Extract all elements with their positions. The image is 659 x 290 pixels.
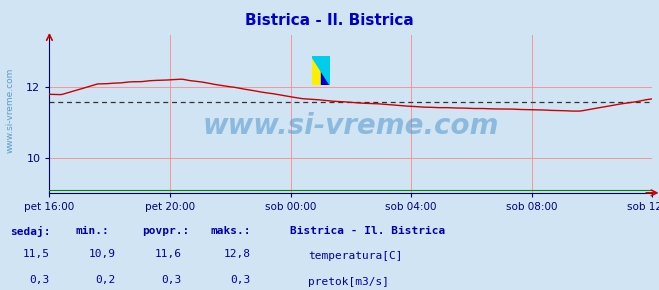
Text: 11,6: 11,6 — [154, 249, 181, 259]
Text: 10,9: 10,9 — [88, 249, 115, 259]
Text: temperatura[C]: temperatura[C] — [308, 251, 402, 261]
Text: 0,3: 0,3 — [230, 276, 250, 285]
Text: min.:: min.: — [76, 226, 109, 236]
Bar — [321, 56, 330, 85]
Text: 11,5: 11,5 — [22, 249, 49, 259]
Text: 0,3: 0,3 — [161, 276, 181, 285]
Text: pretok[m3/s]: pretok[m3/s] — [308, 277, 389, 287]
Text: povpr.:: povpr.: — [142, 226, 189, 236]
Text: sedaj:: sedaj: — [10, 226, 50, 237]
Polygon shape — [312, 56, 330, 85]
Text: 0,3: 0,3 — [29, 276, 49, 285]
Text: www.si-vreme.com: www.si-vreme.com — [203, 113, 499, 140]
Bar — [312, 56, 321, 85]
Text: maks.:: maks.: — [211, 226, 251, 236]
Text: 0,2: 0,2 — [95, 276, 115, 285]
Text: Bistrica - Il. Bistrica: Bistrica - Il. Bistrica — [245, 13, 414, 28]
Text: www.si-vreme.com: www.si-vreme.com — [5, 68, 14, 153]
Text: Bistrica - Il. Bistrica: Bistrica - Il. Bistrica — [290, 226, 445, 236]
Text: 12,8: 12,8 — [223, 249, 250, 259]
